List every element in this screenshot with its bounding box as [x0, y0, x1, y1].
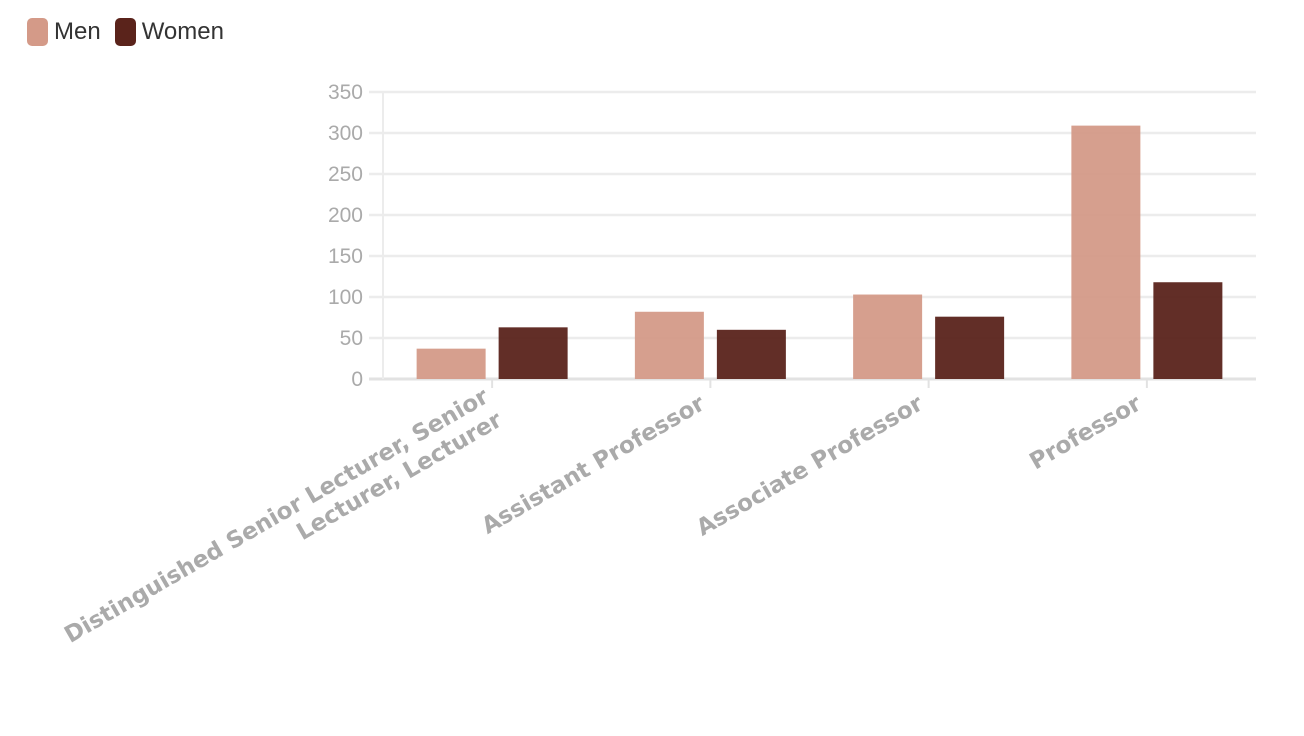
y-tick-label: 350 — [328, 81, 363, 104]
x-category-label: Professor — [1025, 390, 1146, 475]
legend-item-men[interactable]: Men — [27, 18, 101, 46]
y-tick-label: 150 — [328, 245, 363, 268]
x-category-label: Associate Professor — [692, 390, 928, 541]
legend-swatch-women — [114, 18, 136, 46]
legend-swatch-men — [27, 18, 48, 46]
x-category-label-group: Professor — [1025, 390, 1146, 475]
bar-men-1[interactable] — [634, 311, 704, 379]
legend-item-women[interactable]: Women — [114, 18, 224, 46]
y-tick-label: 250 — [328, 163, 363, 186]
bars — [416, 125, 1223, 380]
chart-legend: Men Women — [27, 18, 238, 46]
x-category-label-group: Associate Professor — [692, 390, 928, 541]
y-tick-label: 300 — [328, 122, 363, 145]
bar-men-3[interactable] — [1071, 125, 1141, 380]
bar-men-0[interactable] — [416, 348, 486, 379]
x-axis-ticks — [491, 379, 1148, 388]
y-tick-label: 50 — [340, 327, 363, 350]
legend-label-men: Men — [54, 18, 101, 45]
y-tick-label: 0 — [351, 368, 363, 391]
bar-women-0[interactable] — [498, 327, 568, 379]
y-tick-label: 100 — [328, 286, 363, 309]
x-axis-labels: Distinguished Senior Lecturer, SeniorLec… — [60, 383, 1146, 648]
bar-men-2[interactable] — [853, 294, 923, 379]
y-axis-ticks: 0 50 100 150 200 250 300 350 — [328, 81, 363, 391]
legend-label-women: Women — [141, 18, 224, 45]
bar-women-1[interactable] — [716, 329, 786, 379]
y-tick-label: 200 — [328, 204, 363, 227]
x-category-label-group: Assistant Professor — [477, 390, 709, 539]
bar-women-2[interactable] — [935, 316, 1005, 379]
x-category-label: Assistant Professor — [477, 390, 709, 539]
bar-women-3[interactable] — [1153, 282, 1223, 379]
x-category-label-group: Distinguished Senior Lecturer, SeniorLec… — [60, 383, 507, 648]
x-category-label: Distinguished Senior Lecturer, Senior — [60, 383, 493, 648]
